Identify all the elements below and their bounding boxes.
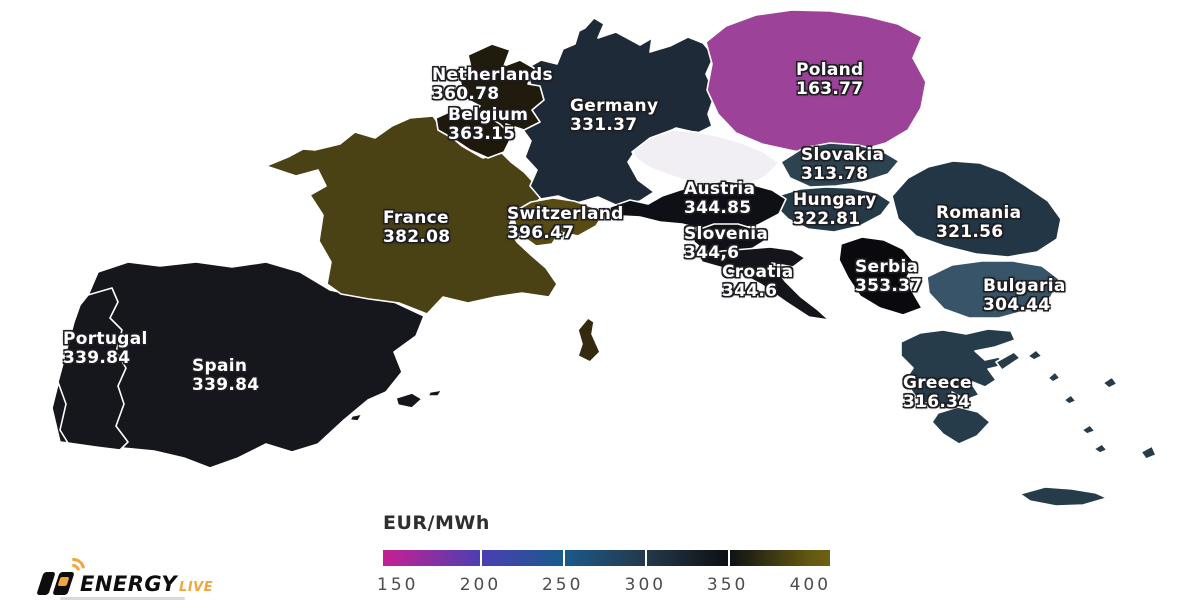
- label-greece: Greece 316.34: [903, 373, 972, 412]
- legend-tick: 400: [789, 575, 832, 595]
- label-switzerland: Switzerland 396.47: [507, 204, 624, 243]
- island-ibiza: [349, 413, 363, 422]
- label-france: France 382.08: [383, 208, 451, 247]
- label-netherlands: Netherlands 360.78: [432, 65, 553, 104]
- label-spain: Spain 339.84: [192, 356, 260, 395]
- label-belgium: Belgium 363.15: [448, 105, 529, 144]
- island-corsica[interactable]: [577, 317, 601, 363]
- legend-title: EUR/MWh: [383, 512, 490, 534]
- peloponnese: [931, 406, 991, 445]
- country-greece[interactable]: [900, 328, 1157, 507]
- label-poland: Poland 163.77: [796, 60, 864, 99]
- legend-ticks: 150 200 250 300 350 400: [377, 575, 832, 597]
- legend-tick: 150: [377, 575, 419, 595]
- country-hungary[interactable]: [775, 186, 892, 233]
- country-czechia[interactable]: [631, 129, 780, 189]
- legend-tick: 350: [706, 575, 749, 595]
- legend-gradient-bar: [383, 550, 830, 566]
- label-slovenia: Slovenia 344,6: [684, 224, 769, 263]
- country-netherlands[interactable]: [459, 43, 545, 135]
- island-rhodes: [1140, 445, 1157, 460]
- country-romania[interactable]: [891, 160, 1062, 258]
- legend-tick: 200: [459, 575, 502, 595]
- country-slovakia[interactable]: [780, 142, 900, 188]
- label-germany: Germany 331.37: [570, 96, 659, 135]
- legend-separator: [645, 550, 648, 566]
- label-hungary: Hungary 322.81: [793, 190, 877, 229]
- label-austria: Austria 344.85: [684, 179, 756, 218]
- label-romania: Romania 321.56: [936, 203, 1022, 242]
- island-aegean-3: [1063, 394, 1077, 405]
- country-slovenia[interactable]: [691, 223, 767, 256]
- legend-separator: [727, 550, 730, 566]
- energy-live-logo[interactable]: ENERGY LIVE: [36, 553, 214, 598]
- island-euboea: [995, 351, 1021, 371]
- label-serbia: Serbia 353.37: [855, 257, 923, 296]
- island-aegean-4: [1081, 424, 1096, 435]
- legend: EUR/MWh 150 200 250 300 350 400: [377, 512, 832, 597]
- energy-live-logo-icon: [36, 553, 90, 598]
- legend-bar-wrap: [383, 550, 830, 566]
- island-lesbos: [1102, 376, 1118, 389]
- legend-separator: [480, 550, 483, 566]
- country-poland[interactable]: [705, 9, 927, 155]
- label-bulgaria: Bulgaria 304.44: [983, 276, 1066, 315]
- island-aegean-5: [1093, 443, 1108, 454]
- country-belgium[interactable]: [435, 107, 513, 159]
- logo-underline: [60, 597, 185, 600]
- island-crete: [1019, 486, 1108, 507]
- label-slovakia: Slovakia 313.78: [801, 145, 885, 184]
- logo-suffix-text: LIVE: [179, 580, 214, 595]
- island-aegean-1: [1027, 349, 1043, 361]
- country-bulgaria[interactable]: [926, 260, 1060, 319]
- island-aegean-2: [1047, 371, 1061, 383]
- country-switzerland[interactable]: [511, 197, 605, 247]
- label-croatia: Croatia 344.6: [722, 262, 794, 301]
- logo-brand-text: ENERGY: [80, 572, 178, 596]
- island-mallorca: [395, 392, 423, 409]
- island-menorca: [427, 389, 443, 397]
- country-croatia[interactable]: [699, 246, 830, 321]
- legend-tick: 250: [541, 575, 584, 595]
- label-portugal: Portugal 339.84: [63, 329, 148, 368]
- legend-tick: 300: [624, 575, 667, 595]
- country-serbia[interactable]: [838, 236, 923, 316]
- country-spain[interactable]: [51, 261, 443, 469]
- country-austria[interactable]: [609, 180, 787, 231]
- country-portugal[interactable]: [57, 287, 129, 451]
- legend-separator: [562, 550, 565, 566]
